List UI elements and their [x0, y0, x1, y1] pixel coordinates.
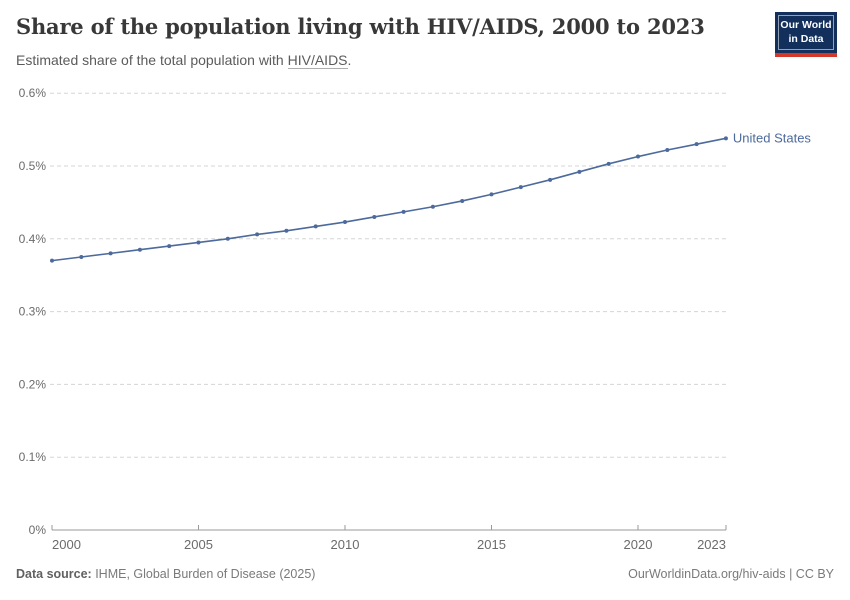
data-point [694, 142, 699, 147]
chart-footer: Data source: IHME, Global Burden of Dise… [16, 567, 834, 581]
data-point [636, 154, 640, 159]
data-point [196, 240, 201, 245]
owid-logo-line2: in Data [788, 32, 824, 45]
data-point [460, 198, 465, 203]
owid-credit-link[interactable]: OurWorldinData.org/hiv-aids | CC BY [628, 567, 834, 581]
data-point [665, 147, 670, 152]
y-tick-label: 0.1% [19, 450, 47, 464]
data-source-text: IHME, Global Burden of Disease (2025) [91, 567, 316, 581]
owid-logo-red-bar [775, 53, 837, 58]
line-chart-svg: 0% 0.1% 0.2% 0.3% 0.4% 0.5% 0.6% 2000 2005 2010 20… [19, 86, 812, 552]
y-tick-label: 0.3% [19, 305, 47, 319]
data-point [489, 192, 494, 197]
y-tick-label: 0.2% [19, 377, 47, 391]
data-source-note: Data source: IHME, Global Burden of Dise… [16, 567, 315, 581]
data-point [225, 236, 230, 241]
data-point [343, 220, 347, 225]
data-point [577, 169, 582, 174]
x-tick-label[interactable]: 2000 [52, 537, 81, 552]
data-point [430, 204, 435, 209]
owid-logo-line1: Our World [780, 19, 832, 31]
page-title: Share of the population living with HIV/… [16, 14, 705, 39]
x-tick-label[interactable]: 2010 [331, 537, 360, 552]
subtitle-text: Estimated share of the total population … [16, 52, 288, 68]
x-tick-label[interactable]: 2023 [697, 537, 726, 552]
data-point [137, 247, 142, 252]
data-point [606, 161, 611, 166]
y-tick-label: 0.5% [19, 159, 47, 173]
owid-logo-box: Our World in Data [775, 12, 837, 54]
series-line [51, 137, 727, 262]
data-point [167, 244, 172, 249]
data-point [108, 251, 113, 256]
data-point [518, 185, 523, 190]
y-tick-label: 0.6% [19, 86, 47, 100]
x-tick-label[interactable]: 2015 [477, 537, 506, 552]
data-point [372, 214, 377, 219]
hiv-aids-term-link[interactable]: HIV/AIDS [287, 52, 348, 69]
line-chart-area: 0% 0.1% 0.2% 0.3% 0.4% 0.5% 0.6% 2000 2005 2010 20… [0, 80, 850, 558]
data-source-label: Data source: [16, 567, 92, 581]
series-entity-label[interactable]: United States [733, 130, 812, 145]
data-point [255, 232, 260, 237]
data-point [284, 228, 289, 233]
data-point [548, 177, 553, 182]
owid-logo[interactable]: Our World in Data [775, 12, 837, 58]
data-point [401, 209, 406, 214]
data-point [50, 258, 54, 263]
data-point [79, 255, 84, 259]
data-point [723, 136, 728, 141]
data-point [313, 224, 318, 229]
chart-subtitle: Estimated share of the total population … [16, 51, 351, 69]
x-tick-label[interactable]: 2005 [184, 537, 213, 552]
y-tick-label: 0% [29, 523, 47, 537]
subtitle-period: . [347, 52, 352, 68]
y-tick-label: 0.4% [19, 232, 47, 246]
x-tick-label[interactable]: 2020 [624, 537, 653, 552]
